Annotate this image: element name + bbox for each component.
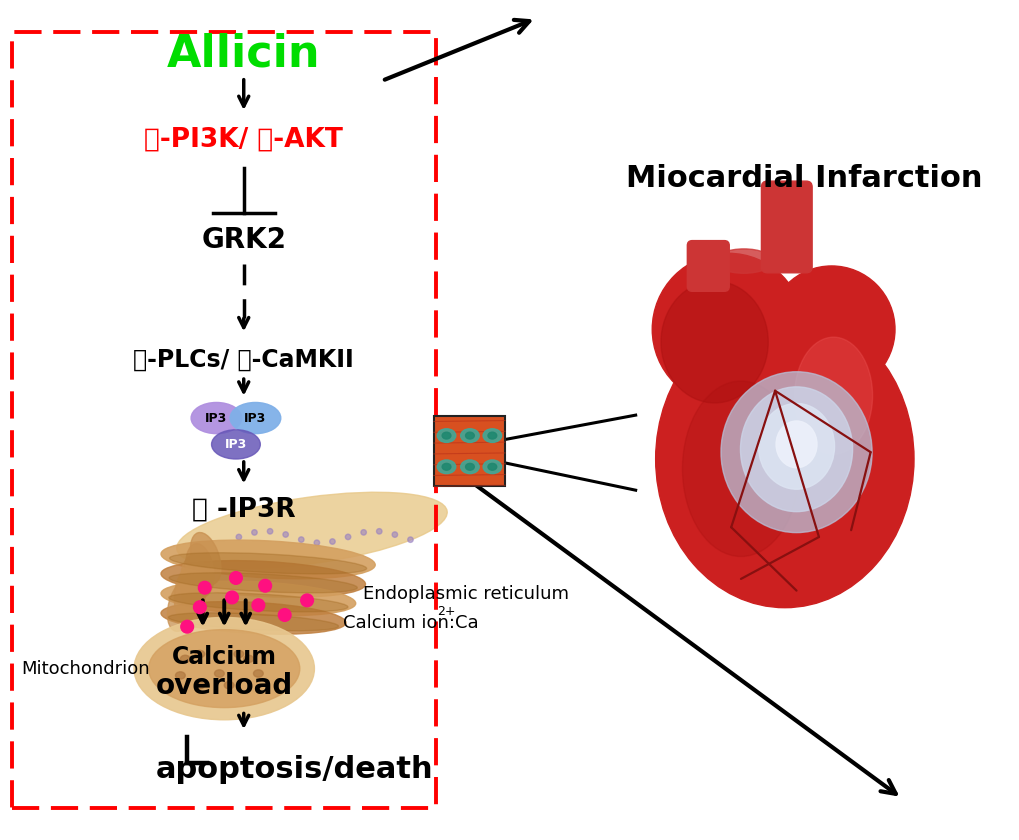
Ellipse shape bbox=[465, 464, 474, 470]
Ellipse shape bbox=[149, 630, 300, 707]
Ellipse shape bbox=[682, 381, 799, 556]
Ellipse shape bbox=[195, 681, 205, 689]
Ellipse shape bbox=[758, 403, 834, 489]
Ellipse shape bbox=[169, 573, 357, 593]
Text: Allicin: Allicin bbox=[167, 33, 320, 76]
Ellipse shape bbox=[195, 650, 205, 658]
Ellipse shape bbox=[230, 402, 280, 433]
Ellipse shape bbox=[437, 460, 455, 474]
Text: GRK2: GRK2 bbox=[201, 226, 286, 254]
Ellipse shape bbox=[214, 669, 224, 677]
Ellipse shape bbox=[161, 581, 356, 616]
Circle shape bbox=[391, 532, 397, 538]
Ellipse shape bbox=[191, 533, 221, 585]
Ellipse shape bbox=[441, 464, 450, 470]
FancyBboxPatch shape bbox=[687, 240, 729, 291]
Circle shape bbox=[345, 534, 351, 539]
Ellipse shape bbox=[465, 433, 474, 439]
Circle shape bbox=[236, 534, 242, 540]
Ellipse shape bbox=[180, 555, 208, 609]
Text: 2+: 2+ bbox=[436, 605, 454, 618]
Text: IP3: IP3 bbox=[245, 412, 266, 424]
Ellipse shape bbox=[161, 540, 375, 579]
Ellipse shape bbox=[174, 567, 202, 620]
Ellipse shape bbox=[660, 281, 767, 403]
Ellipse shape bbox=[161, 601, 345, 634]
Ellipse shape bbox=[714, 249, 772, 273]
Circle shape bbox=[329, 538, 335, 544]
Text: Endoplasmic reticulum: Endoplasmic reticulum bbox=[363, 585, 569, 602]
Circle shape bbox=[252, 530, 257, 535]
Text: Ⓟ -IP3R: Ⓟ -IP3R bbox=[192, 496, 296, 522]
Ellipse shape bbox=[254, 669, 263, 677]
Circle shape bbox=[259, 580, 271, 592]
Text: Mitochondrion: Mitochondrion bbox=[21, 659, 150, 678]
Ellipse shape bbox=[461, 428, 479, 443]
Circle shape bbox=[301, 594, 313, 606]
Ellipse shape bbox=[224, 681, 233, 689]
Ellipse shape bbox=[168, 613, 338, 631]
Ellipse shape bbox=[176, 492, 446, 568]
Ellipse shape bbox=[244, 655, 254, 663]
Circle shape bbox=[194, 601, 206, 613]
Circle shape bbox=[767, 266, 894, 393]
Circle shape bbox=[314, 540, 319, 545]
Circle shape bbox=[252, 599, 265, 612]
Circle shape bbox=[651, 254, 804, 406]
Circle shape bbox=[299, 537, 304, 543]
Ellipse shape bbox=[720, 372, 871, 533]
Ellipse shape bbox=[133, 617, 314, 720]
Text: Ⓟ-PLCs/ Ⓟ-CaMKII: Ⓟ-PLCs/ Ⓟ-CaMKII bbox=[133, 348, 354, 371]
Text: IP3: IP3 bbox=[224, 438, 247, 451]
Circle shape bbox=[376, 528, 381, 534]
FancyBboxPatch shape bbox=[761, 181, 811, 273]
Ellipse shape bbox=[461, 460, 479, 474]
Circle shape bbox=[225, 591, 238, 604]
Circle shape bbox=[180, 621, 194, 633]
Ellipse shape bbox=[794, 337, 871, 454]
Ellipse shape bbox=[655, 310, 913, 607]
Ellipse shape bbox=[487, 433, 496, 439]
Ellipse shape bbox=[487, 464, 496, 470]
Text: Calcium ion:Ca: Calcium ion:Ca bbox=[342, 614, 478, 632]
Ellipse shape bbox=[483, 460, 501, 474]
Circle shape bbox=[278, 609, 290, 622]
Circle shape bbox=[229, 571, 243, 585]
Circle shape bbox=[408, 537, 413, 543]
Ellipse shape bbox=[168, 593, 347, 612]
Text: Miocardial Infarction: Miocardial Infarction bbox=[626, 164, 981, 192]
Circle shape bbox=[282, 532, 288, 538]
Ellipse shape bbox=[483, 428, 501, 443]
Ellipse shape bbox=[175, 672, 185, 679]
Ellipse shape bbox=[775, 421, 816, 468]
Ellipse shape bbox=[437, 428, 455, 443]
Ellipse shape bbox=[185, 543, 214, 596]
Ellipse shape bbox=[211, 430, 260, 459]
Ellipse shape bbox=[233, 650, 244, 658]
Text: Calcium: Calcium bbox=[171, 645, 276, 669]
Bar bbox=[433, 416, 504, 486]
Ellipse shape bbox=[180, 655, 190, 663]
Ellipse shape bbox=[191, 402, 242, 433]
Text: apoptosis/death: apoptosis/death bbox=[156, 754, 433, 784]
Circle shape bbox=[361, 530, 366, 535]
Ellipse shape bbox=[441, 433, 450, 439]
Ellipse shape bbox=[167, 579, 197, 632]
Text: IP3: IP3 bbox=[205, 412, 227, 424]
Text: Ⓟ-PI3K/ Ⓟ-AKT: Ⓟ-PI3K/ Ⓟ-AKT bbox=[144, 126, 342, 152]
Circle shape bbox=[199, 581, 211, 594]
Ellipse shape bbox=[169, 553, 366, 574]
Text: overload: overload bbox=[156, 672, 292, 701]
Ellipse shape bbox=[740, 387, 852, 512]
Circle shape bbox=[267, 528, 272, 534]
Ellipse shape bbox=[161, 560, 365, 597]
